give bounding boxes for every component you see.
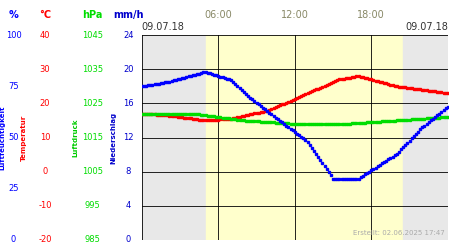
Text: 0: 0	[126, 236, 131, 244]
Text: 09.07.18: 09.07.18	[405, 22, 448, 32]
Text: 50: 50	[8, 133, 19, 142]
Text: 4: 4	[126, 201, 131, 210]
Text: 20: 20	[40, 99, 50, 108]
Text: Luftfeuchtigkeit: Luftfeuchtigkeit	[0, 105, 6, 170]
Text: 30: 30	[40, 65, 50, 74]
Text: 12: 12	[123, 133, 134, 142]
Bar	[403, 35, 448, 240]
Text: 0: 0	[42, 167, 48, 176]
Text: 1035: 1035	[82, 65, 103, 74]
Text: 24: 24	[123, 30, 134, 40]
Text: mm/h: mm/h	[113, 10, 144, 20]
Text: -20: -20	[38, 236, 52, 244]
Text: 1015: 1015	[82, 133, 103, 142]
Text: 0: 0	[11, 236, 16, 244]
Text: °C: °C	[39, 10, 51, 20]
Text: -10: -10	[38, 201, 52, 210]
Text: Erstellt: 02.06.2025 17:47: Erstellt: 02.06.2025 17:47	[353, 230, 445, 236]
Text: 40: 40	[40, 30, 50, 40]
Text: 8: 8	[126, 167, 131, 176]
Text: 18:00: 18:00	[357, 10, 385, 20]
Text: 995: 995	[85, 201, 100, 210]
Text: 1045: 1045	[82, 30, 103, 40]
Bar	[206, 35, 403, 240]
Text: 100: 100	[5, 30, 22, 40]
Text: 10: 10	[40, 133, 50, 142]
Text: 25: 25	[8, 184, 19, 193]
Text: 75: 75	[8, 82, 19, 91]
Text: 16: 16	[123, 99, 134, 108]
Text: %: %	[9, 10, 18, 20]
Text: Luftdruck: Luftdruck	[72, 118, 79, 157]
Text: 20: 20	[123, 65, 134, 74]
Text: Niederschlag: Niederschlag	[110, 112, 117, 164]
Text: Temperatur: Temperatur	[21, 114, 27, 161]
Text: 1025: 1025	[82, 99, 103, 108]
Text: 1005: 1005	[82, 167, 103, 176]
Text: 09.07.18: 09.07.18	[142, 22, 184, 32]
Bar	[142, 35, 206, 240]
Text: hPa: hPa	[82, 10, 103, 20]
Text: 985: 985	[84, 236, 100, 244]
Text: 06:00: 06:00	[204, 10, 232, 20]
Text: 12:00: 12:00	[281, 10, 309, 20]
